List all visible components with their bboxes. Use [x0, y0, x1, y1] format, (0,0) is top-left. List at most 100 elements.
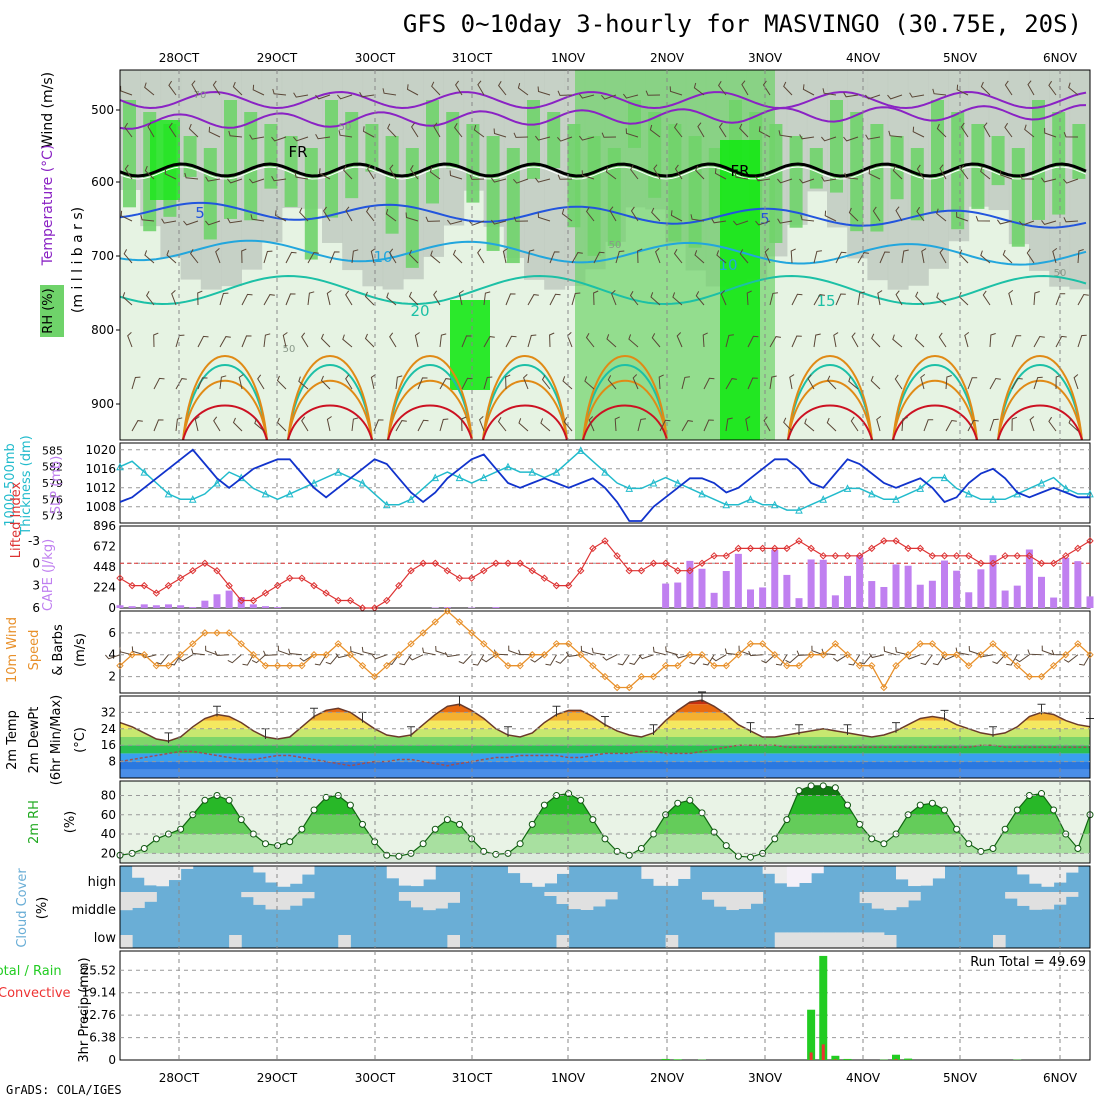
wind10-marker: [1049, 661, 1058, 670]
rh2m-marker: [237, 816, 245, 824]
wind-barb: [1019, 220, 1035, 226]
wind-barb: [124, 164, 133, 180]
thickness-axis-label-2: Thickness (dm): [19, 435, 34, 535]
temp-contour-dome: [387, 404, 473, 441]
thickness-marker: [843, 484, 852, 492]
wind-barb: [717, 80, 727, 96]
wind10-marker: [807, 651, 815, 659]
wind-barb: [417, 377, 428, 390]
wind10-marker: [868, 661, 876, 670]
wind-barb: [745, 416, 751, 432]
cloud-high-bar: [544, 866, 557, 884]
wind-barb: [716, 250, 727, 264]
wind-barb: [315, 134, 331, 140]
cape-tick-label: 448: [93, 560, 116, 574]
wind-barb: [535, 135, 551, 141]
wind10-marker: [455, 618, 464, 626]
cloud-middle-bar: [714, 892, 727, 907]
wind10-barb: [968, 645, 982, 656]
lifted-index-marker: [322, 589, 330, 597]
temp-contour-dome: [787, 364, 873, 441]
lifted-index-marker: [492, 559, 500, 567]
lifted-index-marker: [589, 544, 597, 553]
wind-barb: [703, 377, 715, 390]
wind-barb: [483, 376, 493, 390]
rh2m-axis-label: 2m RH: [27, 800, 42, 844]
cloud-low-bar: [786, 932, 800, 948]
precip-bar: [892, 1054, 900, 1060]
rh2m-marker: [577, 796, 585, 804]
lifted-index-marker: [1074, 544, 1082, 553]
rh2m-marker: [734, 852, 742, 860]
wind-barb: [385, 208, 397, 222]
wind-barb: [527, 334, 537, 348]
wind-barb: [1011, 416, 1018, 432]
wind-barb: [299, 207, 309, 222]
thickness-marker: [867, 489, 876, 498]
wind-barb: [326, 416, 332, 432]
precip-tick-label: 0: [108, 1053, 116, 1067]
temp-contour-dome: [387, 380, 473, 441]
wind-barb: [386, 292, 397, 306]
cloud-middle-bar: [277, 892, 291, 910]
wind-barb: [183, 220, 199, 226]
wind-barb: [783, 417, 793, 432]
wind-barb: [920, 374, 926, 390]
temp-band: [120, 737, 1090, 746]
wind-barb: [989, 418, 999, 432]
wind-barb: [673, 122, 683, 138]
wind-barb: [362, 126, 375, 138]
wind-barb: [916, 206, 925, 222]
rh2m-marker: [322, 793, 330, 801]
cloud-low-bar: [823, 932, 836, 948]
wind10-barb: [408, 654, 424, 661]
cape-bar: [262, 606, 269, 608]
cloud-high-bar: [1041, 866, 1055, 887]
wind-barb: [857, 291, 865, 306]
lifted-index-axis-label: Lifted Index: [9, 481, 24, 558]
wind-barb: [370, 374, 376, 390]
wind-barb: [493, 128, 507, 138]
lifted-index-marker: [819, 552, 827, 560]
wind-barb: [629, 164, 639, 180]
credit-label: GrADS: COLA/IGES: [6, 1083, 122, 1097]
wind-barb: [387, 123, 397, 138]
cape-bar: [1001, 590, 1009, 608]
wind-barb: [659, 419, 671, 432]
cloud-low-bar: [665, 935, 679, 948]
wind-barb: [285, 293, 296, 306]
cloud-middle-bar: [132, 892, 145, 908]
rh2m-marker: [989, 845, 997, 853]
wind-barb: [263, 294, 275, 306]
wind-barb: [1004, 122, 1013, 138]
cloud-middle-bar: [580, 892, 594, 910]
wind10-marker: [758, 640, 767, 648]
wind-barb: [857, 252, 869, 264]
slp-tick-label: 1012: [85, 481, 116, 495]
lifted-index-marker: [1001, 552, 1009, 560]
lifted-index-marker: [892, 537, 900, 545]
lifted-index-marker: [928, 552, 937, 560]
rh2m-marker: [274, 842, 282, 850]
dewpt2m-axis-label: 2m DewPt: [27, 707, 42, 774]
wind-barb: [939, 248, 947, 264]
wind-barb: [282, 332, 288, 348]
lifted-index-marker: [880, 537, 888, 545]
cloud-high-bar: [156, 866, 169, 887]
cloud-middle-bar: [605, 892, 618, 900]
wind-axis-label: Wind (m/s): [40, 72, 56, 148]
rh2m-marker: [795, 787, 803, 795]
wind-barb: [144, 165, 155, 180]
wind-barb: [212, 80, 221, 96]
rh2m-marker: [686, 796, 694, 804]
rh2m-marker: [201, 796, 209, 804]
cloud-middle-bar: [556, 892, 570, 905]
rh2m-marker: [359, 820, 366, 828]
rh-shade-green: [385, 136, 399, 234]
wind-barb: [888, 130, 903, 138]
wind-barb: [980, 166, 991, 180]
wind-barb: [395, 375, 403, 390]
thickness-marker: [261, 489, 270, 498]
rh-shade-green: [325, 100, 338, 218]
temp-band: [120, 769, 1090, 778]
